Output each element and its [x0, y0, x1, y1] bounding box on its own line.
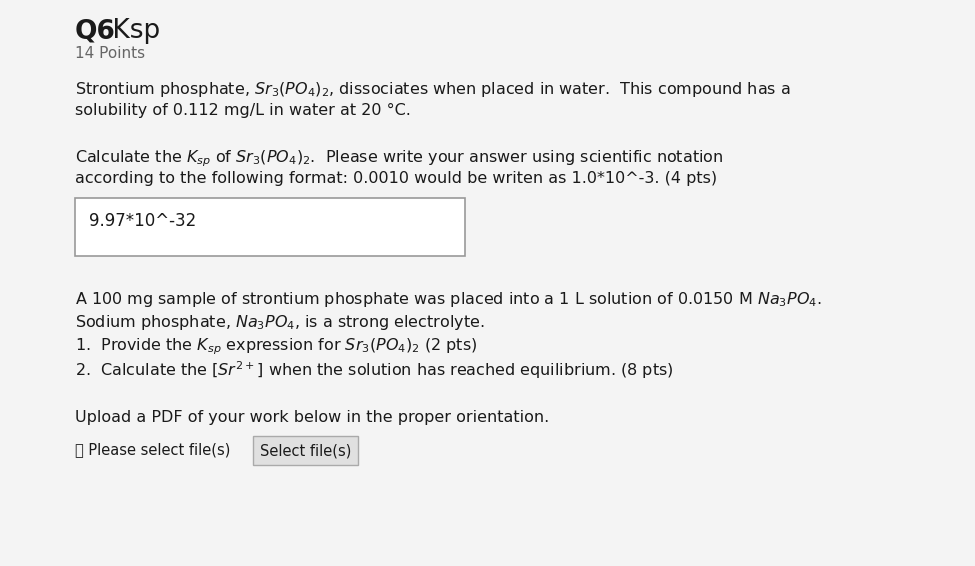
- Text: 9.97*10^-32: 9.97*10^-32: [89, 212, 196, 230]
- Text: 1.  Provide the $\mathit{K}_{sp}$ expression for $\mathit{Sr}_3(\mathit{PO}_4)_2: 1. Provide the $\mathit{K}_{sp}$ express…: [75, 336, 478, 357]
- Text: 2.  Calculate the $[\mathit{Sr}^{2+}]$ when the solution has reached equilibrium: 2. Calculate the $[\mathit{Sr}^{2+}]$ wh…: [75, 359, 674, 381]
- Text: according to the following format: 0.0010 would be writen as 1.0*10^-3. (4 pts): according to the following format: 0.001…: [75, 171, 718, 186]
- FancyBboxPatch shape: [253, 436, 358, 465]
- Text: Ksp: Ksp: [104, 18, 160, 44]
- Text: Q6: Q6: [75, 18, 116, 44]
- Text: Sodium phosphate, $\mathit{Na}_3\mathit{PO}_4$, is a strong electrolyte.: Sodium phosphate, $\mathit{Na}_3\mathit{…: [75, 313, 485, 332]
- Text: 🗎 Please select file(s): 🗎 Please select file(s): [75, 442, 230, 457]
- Text: Calculate the $\mathit{K}_{sp}$ of $\mathit{Sr}_3(\mathit{PO}_4)_2$.  Please wri: Calculate the $\mathit{K}_{sp}$ of $\mat…: [75, 148, 723, 169]
- Text: A 100 mg sample of strontium phosphate was placed into a 1 L solution of 0.0150 : A 100 mg sample of strontium phosphate w…: [75, 290, 822, 309]
- FancyBboxPatch shape: [75, 198, 465, 256]
- Text: solubility of 0.112 mg/L in water at 20 °C.: solubility of 0.112 mg/L in water at 20 …: [75, 103, 410, 118]
- Text: Strontium phosphate, $\mathit{Sr}_3(\mathit{PO}_4)_2$, dissociates when placed i: Strontium phosphate, $\mathit{Sr}_3(\mat…: [75, 80, 791, 99]
- Text: Select file(s): Select file(s): [259, 443, 351, 458]
- Text: 14 Points: 14 Points: [75, 46, 145, 61]
- Text: Upload a PDF of your work below in the proper orientation.: Upload a PDF of your work below in the p…: [75, 410, 549, 425]
